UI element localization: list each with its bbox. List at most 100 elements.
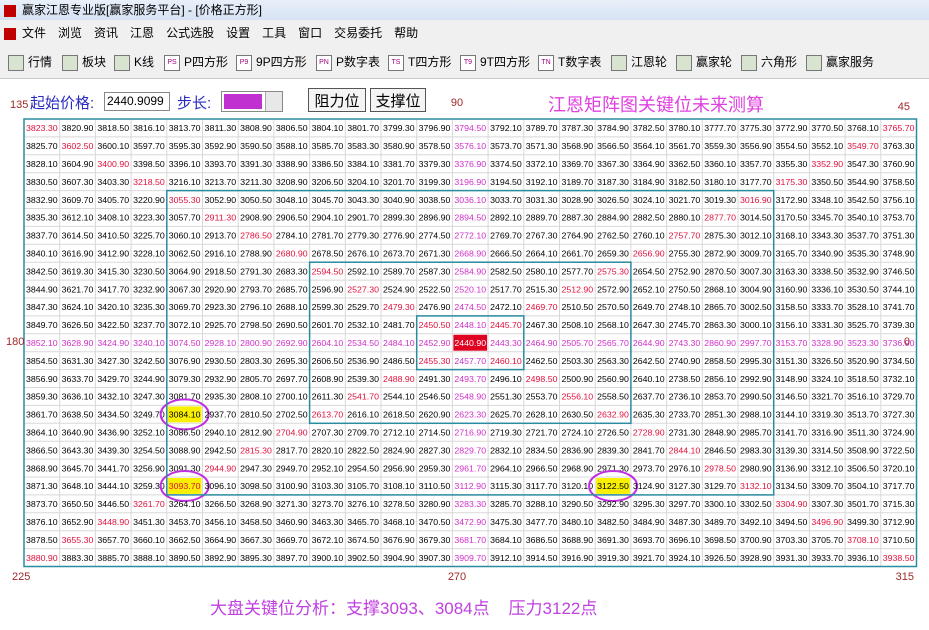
- dropdown-arrow[interactable]: [265, 92, 282, 111]
- toolbar-icon: PS: [164, 54, 180, 71]
- menu-item[interactable]: 文件: [22, 26, 47, 40]
- cell: 3828.10: [26, 159, 58, 169]
- cell: 3112.90: [454, 481, 486, 491]
- cell: 3036.10: [454, 195, 486, 205]
- cell: 3715.30: [883, 499, 915, 509]
- cell: 3691.30: [597, 535, 629, 545]
- cell: 3693.70: [633, 535, 665, 545]
- menu-item[interactable]: 工具: [262, 26, 287, 40]
- cell: 2728.90: [633, 428, 665, 438]
- toolbar-button[interactable]: 行情: [8, 46, 52, 78]
- cell: 2899.30: [383, 213, 415, 223]
- toolbar-button[interactable]: T9 9T四方形: [460, 46, 530, 78]
- cell: 3794.50: [454, 123, 486, 133]
- cell: 2462.50: [526, 356, 558, 366]
- toolbar-label: 9T四方形: [480, 55, 531, 69]
- cell: 3218.50: [133, 177, 165, 187]
- start-input[interactable]: 2440.9099: [104, 92, 170, 111]
- toolbar-icon: [62, 54, 78, 71]
- toolbar-button[interactable]: P9 9P四方形: [236, 46, 307, 78]
- cell: 2493.70: [454, 374, 486, 384]
- cell: 3249.70: [133, 410, 165, 420]
- cell: 3367.30: [597, 159, 629, 169]
- toolbar-button[interactable]: 赢家服务: [806, 46, 874, 78]
- cell: 3801.70: [347, 123, 379, 133]
- cell: 3420.10: [97, 302, 129, 312]
- cell: 3468.10: [383, 517, 415, 527]
- cell: 3374.50: [490, 159, 522, 169]
- cell: 3811.30: [205, 123, 237, 133]
- cell: 3324.10: [811, 374, 843, 384]
- toolbar-button[interactable]: 江恩轮: [611, 46, 667, 78]
- step-dropdown[interactable]: [221, 91, 283, 112]
- menu-item[interactable]: 窗口: [298, 26, 323, 40]
- cell: 3465.70: [347, 517, 379, 527]
- menu-item[interactable]: 江恩: [130, 26, 155, 40]
- cell: 2942.50: [205, 445, 237, 455]
- menu-item[interactable]: 设置: [226, 26, 251, 40]
- cell: 3592.90: [205, 141, 237, 151]
- cell: 3775.30: [740, 123, 772, 133]
- menu-item[interactable]: 帮助: [394, 26, 419, 40]
- cell: 3067.30: [169, 284, 201, 294]
- highlight-ring: [159, 469, 210, 502]
- toolbar-icon: [114, 54, 130, 71]
- menu-item[interactable]: 资讯: [94, 26, 119, 40]
- cell: 3129.70: [704, 481, 736, 491]
- cell: 3165.70: [776, 249, 808, 259]
- cell: 3211.30: [240, 177, 272, 187]
- cell: 3115.30: [490, 481, 522, 491]
- cell: 3780.10: [669, 123, 701, 133]
- cell: 3607.30: [62, 177, 94, 187]
- cell: 3184.90: [633, 177, 665, 187]
- action-button[interactable]: 阻力位: [308, 88, 366, 112]
- menu-item[interactable]: 公式选股: [166, 26, 215, 40]
- cell: 3072.10: [169, 320, 201, 330]
- highlight-cell-bg: [167, 406, 202, 423]
- cell: 2635.30: [633, 410, 665, 420]
- cell: 3753.70: [883, 213, 915, 223]
- menu-item[interactable]: 交易委托: [334, 26, 383, 40]
- toolbar-button[interactable]: PN P数字表: [316, 46, 380, 78]
- cell: 2858.50: [704, 356, 736, 366]
- toolbar-button[interactable]: 赢家轮: [676, 46, 732, 78]
- toolbar-button[interactable]: TN T数字表: [538, 46, 601, 78]
- cell: 3288.10: [526, 499, 558, 509]
- action-button[interactable]: 支撑位: [370, 88, 426, 112]
- cell: 3873.70: [26, 499, 58, 509]
- cell: 2743.30: [669, 338, 701, 348]
- cell: 3060.10: [169, 231, 201, 241]
- toolbar-button[interactable]: TS T四方形: [388, 46, 451, 78]
- cell: 3014.50: [740, 213, 772, 223]
- cell: 2875.30: [704, 231, 736, 241]
- cell: 3806.50: [276, 123, 308, 133]
- cell: 2882.50: [633, 213, 665, 223]
- cell: 3247.30: [133, 392, 165, 402]
- toolbar-button[interactable]: K线: [114, 46, 154, 78]
- cell: 3760.90: [883, 159, 915, 169]
- cell: 2834.50: [526, 445, 558, 455]
- cell: 3436.90: [97, 428, 129, 438]
- toolbar: 行情 板块 K线 PS P四方形 P9 9P四方形 PN P数字表 TS T四方形 T9 9T四方形 TN…: [0, 46, 929, 79]
- cell: 3580.90: [383, 141, 415, 151]
- cell: 2460.10: [490, 356, 522, 366]
- cell: 2928.10: [205, 338, 237, 348]
- angle-label: 45: [898, 101, 910, 113]
- cell: 2560.90: [597, 374, 629, 384]
- toolbar-button[interactable]: 六角形: [741, 46, 797, 78]
- cell: 2469.70: [526, 302, 558, 312]
- cell: 2568.10: [597, 320, 629, 330]
- cell: 2808.10: [240, 392, 272, 402]
- cell: 3842.50: [26, 266, 58, 276]
- cell: 3840.10: [26, 249, 58, 259]
- toolbar-button[interactable]: 板块: [62, 46, 106, 78]
- cell: 2536.90: [347, 356, 379, 366]
- cell: 3235.30: [133, 302, 165, 312]
- cell: 3355.30: [776, 159, 808, 169]
- cell: 3338.50: [811, 266, 843, 276]
- toolbar-button[interactable]: PS P四方形: [164, 46, 228, 78]
- step-label: 步长:: [177, 95, 212, 112]
- menu-item[interactable]: 浏览: [58, 26, 83, 40]
- cell: 3362.50: [669, 159, 701, 169]
- cell: 2985.70: [740, 428, 772, 438]
